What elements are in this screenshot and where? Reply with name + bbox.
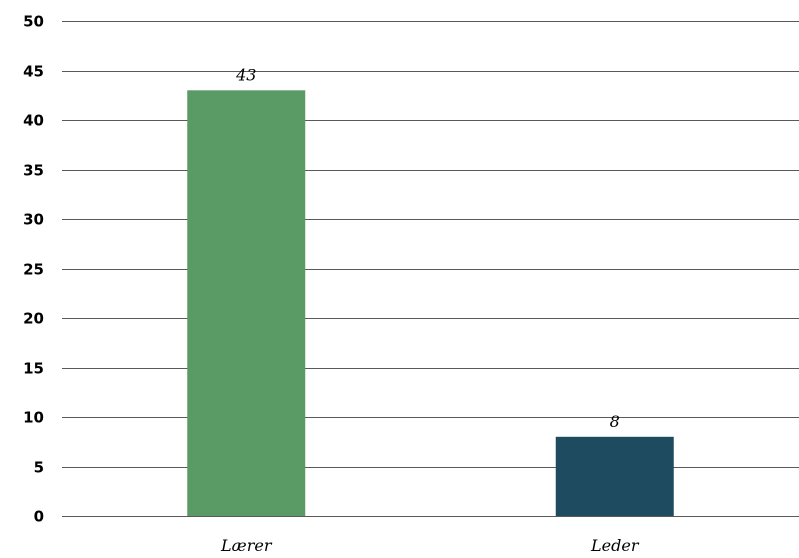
gridlines	[62, 21, 799, 517]
bars	[187, 90, 674, 517]
category-labels: Lærer Leder	[220, 536, 640, 555]
category-label-2: Leder	[590, 536, 640, 555]
y-tick-label-30: 30	[23, 211, 44, 229]
bar-2	[555, 436, 674, 516]
data-label-1: 43	[235, 65, 256, 84]
y-tick-label-45: 45	[23, 63, 44, 81]
y-tick-label-50: 50	[23, 13, 44, 31]
y-axis-tick-labels: 0 5 10 15 20 25 30 35 40 45 50	[23, 13, 44, 526]
y-tick-label-20: 20	[23, 310, 44, 328]
y-tick-label-5: 5	[34, 459, 44, 477]
y-tick-label-0: 0	[34, 508, 44, 526]
y-tick-label-25: 25	[23, 261, 44, 279]
y-tick-label-10: 10	[23, 409, 44, 427]
data-labels: 43 8	[235, 65, 620, 431]
y-tick-label-15: 15	[23, 360, 44, 378]
bar-1	[187, 90, 306, 517]
category-label-1: Lærer	[220, 536, 273, 555]
y-tick-label-40: 40	[23, 112, 44, 130]
y-tick-label-35: 35	[23, 162, 44, 180]
data-label-2: 8	[610, 412, 620, 431]
